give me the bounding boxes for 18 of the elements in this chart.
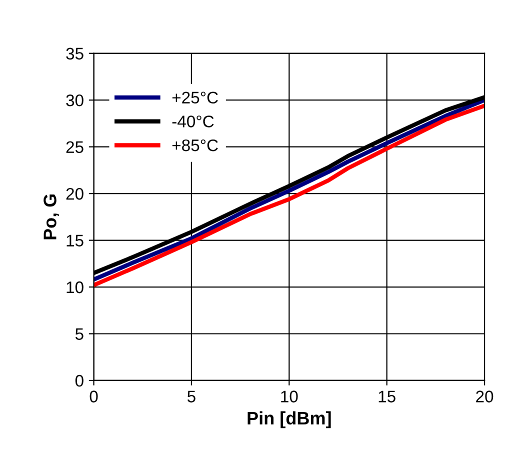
x-tick-label: 15 bbox=[378, 390, 396, 402]
legend-label: +85°C bbox=[172, 139, 218, 152]
x-tick-label: 10 bbox=[281, 390, 298, 402]
y-axis-title: Po, G bbox=[44, 194, 60, 240]
y-tick-label: 0 bbox=[75, 374, 84, 387]
y-tick-label: 30 bbox=[66, 94, 84, 106]
x-tick-label: 20 bbox=[476, 390, 494, 402]
x-axis-title: Pin [dBm] bbox=[248, 411, 331, 428]
y-tick-label: 10 bbox=[66, 281, 84, 294]
legend-label: +25°C bbox=[172, 92, 218, 104]
y-tick-label: 35 bbox=[66, 48, 84, 60]
legend-label: -40°C bbox=[172, 116, 214, 128]
y-tick-label: 20 bbox=[66, 188, 84, 200]
y-tick-label: 15 bbox=[66, 234, 84, 246]
y-tick-label: 25 bbox=[66, 141, 84, 154]
y-tick-label: 5 bbox=[75, 328, 84, 340]
x-tick-label: 5 bbox=[188, 390, 196, 402]
x-tick-label: 0 bbox=[90, 390, 98, 402]
